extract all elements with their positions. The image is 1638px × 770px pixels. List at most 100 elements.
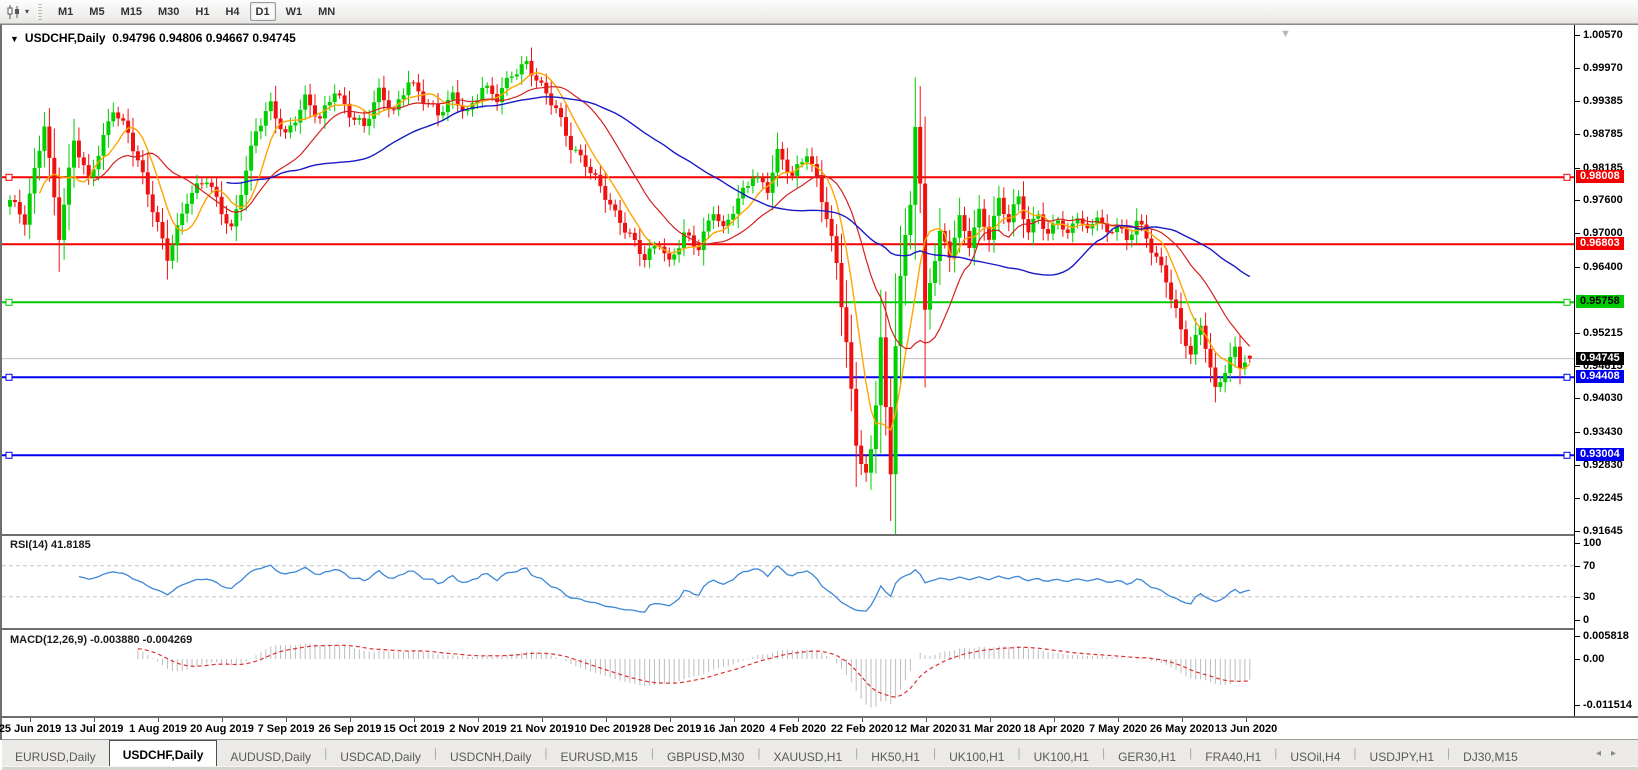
price-level-label-0.94408: 0.94408 [1576,370,1624,384]
date-label: 26 Sep 2019 [318,723,382,735]
price-tick-label: 0.92245 [1575,491,1623,504]
chart-plot-area[interactable]: ▼ USDCHF,Daily 0.94796 0.94806 0.94667 0.… [2,25,1574,716]
timeframe-button-m5[interactable]: M5 [83,2,110,21]
tab-scroll-right-icon[interactable]: ▸ [1610,747,1626,759]
date-label: 10 Dec 2019 [574,723,638,735]
chart-tab-dj30-m15[interactable]: DJ30,M15 [1463,749,1518,764]
price-tick-label: 0.98785 [1575,128,1623,141]
date-label: 26 May 2020 [1149,723,1215,735]
macd-tick-label: 0.005818 [1575,630,1629,642]
rsi-tick-label: 100 [1574,536,1602,549]
macd-indicator-label: MACD(12,26,9) -0.003880 -0.004269 [10,634,193,646]
chart-title: ▼ USDCHF,Daily 0.94796 0.94806 0.94667 0.… [10,31,296,45]
macd-tick-label: 0.00 [1574,653,1605,665]
price-level-label-0.98008: 0.98008 [1576,170,1624,184]
tab-separator: | [324,746,328,760]
timeframe-button-m15[interactable]: M15 [115,2,148,21]
timeframe-button-m1[interactable]: M1 [52,2,79,21]
chart-ohlc-values: 0.94796 0.94806 0.94667 0.94745 [112,31,296,45]
price-tick-label: 1.00570 [1575,29,1623,41]
price-axis[interactable]: 1.00570 0.99970 0.99385 0.98785 0.98185 0.976… [1574,25,1638,716]
price-tick-label: 0.97600 [1575,194,1623,206]
status-strip [2,766,1638,770]
chart-shift-marker-icon[interactable]: ▼ [1280,28,1291,40]
line-handle [1563,373,1571,381]
price-tick-label: 0.94030 [1575,392,1623,405]
tab-separator: | [932,746,937,760]
timeframe-button-m30[interactable]: M30 [152,2,185,21]
date-label: 13 Jul 2019 [64,723,124,735]
tab-separator: | [1017,746,1021,760]
price-level-label-0.96803: 0.96803 [1576,237,1624,251]
rsi-tick-label: 30 [1574,590,1596,603]
chart-tab-usdcad-daily[interactable]: USDCAD,Daily [340,749,421,764]
line-handle [5,298,13,306]
rsi-indicator-label: RSI(14) 41.8185 [10,539,91,551]
line-handle [5,373,13,381]
candlestick-chart-icon[interactable] [3,3,25,21]
price-chart-canvas[interactable] [2,27,1574,534]
timeframe-button-d1[interactable]: D1 [249,2,276,21]
line-handle [1563,451,1571,459]
chart-tab-uk100-h1[interactable]: UK100,H1 [1033,749,1089,764]
chevron-down-icon[interactable]: ▼ [10,34,19,44]
timeframe-button-h4[interactable]: H4 [219,2,245,21]
price-level-label-0.95758: 0.95758 [1576,295,1624,309]
price-tick-label: 0.95215 [1575,326,1623,339]
date-label: 28 Dec 2019 [638,723,702,735]
macd-signal-line [137,644,1250,698]
date-label: 7 Sep 2019 [257,723,315,735]
line-handle [1563,173,1571,181]
tab-separator: | [855,746,859,760]
timeframe-button-h1[interactable]: H1 [189,2,215,21]
date-label: 18 Apr 2020 [1023,723,1085,735]
rsi-panel-canvas[interactable] [2,534,1574,626]
chart-tab-gbpusd-m30[interactable]: GBPUSD,M30 [666,749,745,764]
date-label: 13 Jun 2020 [1214,723,1278,735]
price-tick-label: 0.93430 [1575,425,1623,438]
tab-separator: | [1447,746,1451,760]
date-label: 21 Nov 2019 [510,723,574,735]
tab-scroll-left-icon[interactable]: ◂ [1595,747,1611,759]
chart-tab-hk50-h1[interactable]: HK50,H1 [871,749,920,764]
tab-separator: | [1101,746,1106,760]
chart-type-dropdown-caret[interactable]: ▾ [25,7,30,16]
price-tick-label: 0.92830 [1575,459,1623,471]
chart-tab-usdjpy-h1[interactable]: USDJPY,H1 [1369,749,1435,764]
date-label: 31 Mar 2020 [958,723,1022,735]
price-level-label-0.93004: 0.93004 [1576,448,1624,462]
date-label: 12 Mar 2020 [894,723,958,735]
chart-tab-usdchf-daily[interactable]: USDCHF,Daily [108,740,218,766]
rsi-tick-label: 70 [1574,559,1596,572]
tab-separator: | [544,746,548,760]
chart-tab-xauusd-h1[interactable]: XAUUSD,H1 [773,749,843,764]
date-label: 22 Feb 2020 [830,723,894,735]
price-tick-label: 0.91645 [1575,524,1623,537]
timeframe-button-w1[interactable]: W1 [280,2,309,21]
date-label: 20 Aug 2019 [190,723,254,735]
chart-tab-uk100-h1[interactable]: UK100,H1 [949,749,1005,764]
chart-tab-usdcnh-daily[interactable]: USDCNH,Daily [450,749,532,764]
chart-tab-audusd-daily[interactable]: AUDUSD,Daily [230,749,312,764]
timeframe-button-mn[interactable]: MN [312,2,341,21]
chart-tab-eurusd-m15[interactable]: EURUSD,M15 [560,749,638,764]
chart-tab-fra40-h1[interactable]: FRA40,H1 [1205,749,1262,764]
price-tick-label: 0.97000 [1575,227,1623,240]
price-tick-label: 0.99385 [1575,94,1623,107]
chart-tab-usoil-h4[interactable]: USOil,H4 [1290,749,1341,764]
time-axis[interactable]: 25 Jun 2019 13 Jul 2019 1 Aug 2019 20 Aug 2… [0,716,1638,739]
macd-panel-canvas[interactable] [2,628,1574,714]
tab-separator: | [433,746,437,760]
macd-tick-label: -0.011514 [1575,698,1632,711]
date-label: 15 Oct 2019 [383,723,445,735]
tab-separator: | [757,746,761,760]
toolbar-grip[interactable] [37,3,43,20]
chart-tab-ger30-h1[interactable]: GER30,H1 [1118,749,1177,764]
chart-tab-eurusd-daily[interactable]: EURUSD,Daily [15,749,96,764]
date-label: 16 Jan 2020 [703,723,765,735]
rsi-line [78,564,1250,613]
chart-symbol: USDCHF,Daily [24,31,106,45]
moving-average-18 [93,86,1251,350]
price-tick-label: 0.99970 [1575,62,1623,75]
